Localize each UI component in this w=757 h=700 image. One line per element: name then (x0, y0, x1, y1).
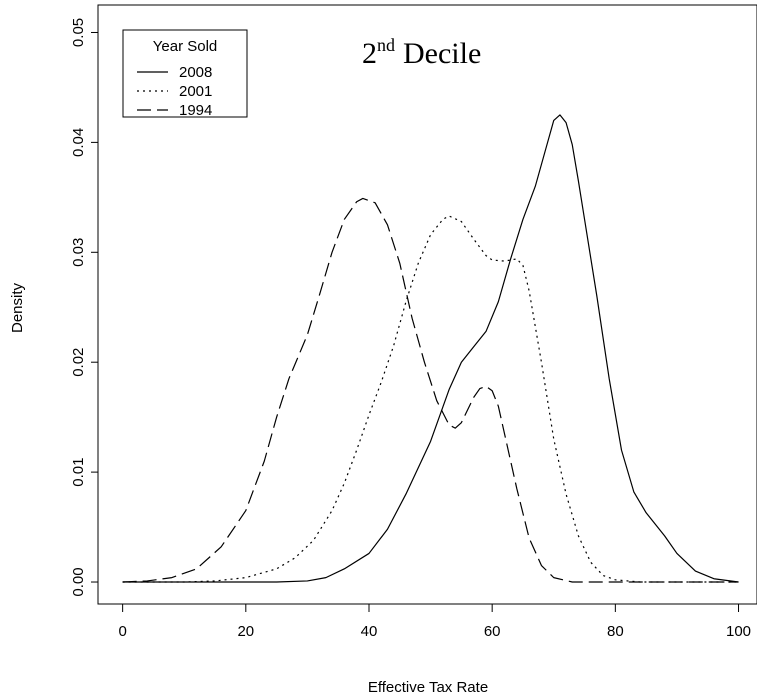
y-tick-label: 0.00 (70, 567, 87, 596)
legend-label-1994: 1994 (179, 102, 212, 119)
legend-entries: 2008 2001 1994 (137, 64, 212, 119)
series-layer (122, 114, 739, 583)
y-axis: 0.00 0.01 0.02 0.03 0.04 0.05 (70, 18, 98, 597)
chart-title-prefix: 2 (362, 37, 377, 70)
legend-title: Year Sold (153, 38, 218, 55)
y-tick-label: 0.03 (70, 238, 87, 267)
chart-title-main: Decile (403, 37, 481, 70)
y-tick-label: 0.04 (70, 128, 87, 157)
series-line-2001 (122, 215, 739, 583)
y-axis-label: Density (9, 282, 26, 333)
y-tick-label: 0.05 (70, 18, 87, 47)
chart-title-superscript: nd (377, 35, 395, 55)
x-axis-label: Effective Tax Rate (368, 679, 488, 696)
x-tick-label: 20 (237, 623, 254, 640)
series-line-1994 (122, 197, 739, 583)
legend-box (122, 29, 248, 118)
legend-label-2001: 2001 (179, 83, 212, 100)
x-tick-label: 40 (361, 623, 378, 640)
x-tick-label: 100 (726, 623, 751, 640)
plot-frame (97, 4, 757, 605)
series-line-2008 (122, 114, 739, 583)
y-tick-label: 0.02 (70, 348, 87, 377)
legend: Year Sold 2008 2001 1994 (122, 29, 248, 119)
x-axis: 0 20 40 60 80 100 (118, 604, 751, 640)
chart-title: 2nd Decile (362, 35, 481, 70)
y-tick-label: 0.01 (70, 458, 87, 487)
x-tick-label: 60 (484, 623, 501, 640)
x-tick-label: 0 (118, 623, 126, 640)
legend-label-2008: 2008 (179, 64, 212, 81)
x-tick-label: 80 (607, 623, 624, 640)
